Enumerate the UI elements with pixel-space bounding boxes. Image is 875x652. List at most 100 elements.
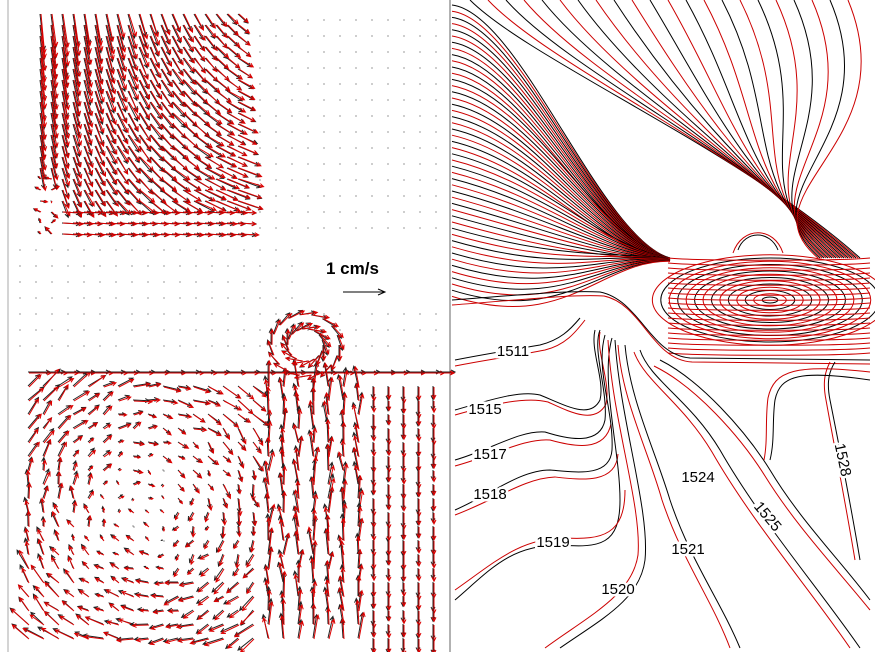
dot <box>403 345 404 346</box>
dot <box>307 67 308 68</box>
dot <box>83 313 84 314</box>
dot <box>435 19 436 20</box>
dot <box>307 163 308 164</box>
dot <box>403 115 404 116</box>
dot <box>339 99 340 100</box>
dot <box>83 265 84 266</box>
dot <box>307 83 308 84</box>
dot <box>371 51 372 52</box>
dot <box>275 249 276 250</box>
dot <box>259 19 260 20</box>
dot <box>275 211 276 212</box>
dot <box>323 19 324 20</box>
dot <box>291 297 292 298</box>
dot <box>403 329 404 330</box>
dot <box>323 179 324 180</box>
dot <box>355 227 356 228</box>
dot <box>291 83 292 84</box>
dot <box>387 35 388 36</box>
dot <box>131 329 132 330</box>
dot <box>419 195 420 196</box>
dot <box>291 115 292 116</box>
dot <box>275 115 276 116</box>
dot <box>162 469 163 470</box>
dot <box>211 249 212 250</box>
dot <box>275 51 276 52</box>
dot <box>371 99 372 100</box>
dot <box>435 211 436 212</box>
dot <box>227 249 228 250</box>
dot <box>307 131 308 132</box>
dot <box>179 249 180 250</box>
dot <box>211 329 212 330</box>
dot <box>259 131 260 132</box>
dot <box>19 329 20 330</box>
dot <box>403 179 404 180</box>
dot <box>99 297 100 298</box>
dot <box>163 540 164 541</box>
contour-label: 1521 <box>671 541 704 558</box>
dot <box>435 227 436 228</box>
dot <box>243 249 244 250</box>
dot <box>339 211 340 212</box>
dot <box>275 195 276 196</box>
dot <box>163 265 164 266</box>
dot <box>355 179 356 180</box>
contour-label: 1515 <box>468 401 501 418</box>
dot <box>211 265 212 266</box>
dot <box>259 249 260 250</box>
dot <box>83 297 84 298</box>
dot <box>403 313 404 314</box>
dot <box>339 19 340 20</box>
dot <box>435 179 436 180</box>
dot <box>419 227 420 228</box>
dot <box>35 345 36 346</box>
dot <box>291 179 292 180</box>
dot <box>115 265 116 266</box>
dot <box>83 345 84 346</box>
dot <box>355 147 356 148</box>
dot <box>371 313 372 314</box>
dot <box>339 35 340 36</box>
dot <box>51 297 52 298</box>
page: 1 cm/s 1511 1515 1517 1518 1519 1520 152… <box>0 0 875 652</box>
dot <box>323 163 324 164</box>
dot <box>115 281 116 282</box>
contour-label: 1524 <box>681 469 714 486</box>
dot <box>163 249 164 250</box>
dot <box>259 147 260 148</box>
dot <box>227 313 228 314</box>
dot <box>259 51 260 52</box>
dot <box>259 313 260 314</box>
dot <box>323 211 324 212</box>
dot <box>403 19 404 20</box>
dot <box>291 35 292 36</box>
dot <box>19 265 20 266</box>
dot <box>35 281 36 282</box>
dot <box>291 67 292 68</box>
dot <box>339 179 340 180</box>
dot <box>275 147 276 148</box>
dot <box>259 179 260 180</box>
dot <box>323 83 324 84</box>
dot <box>403 163 404 164</box>
dot <box>339 115 340 116</box>
dot <box>19 249 20 250</box>
dot <box>259 329 260 330</box>
dot <box>147 329 148 330</box>
dot <box>147 297 148 298</box>
dot <box>67 297 68 298</box>
dot <box>371 83 372 84</box>
dot <box>243 345 244 346</box>
dot <box>259 345 260 346</box>
dot <box>355 35 356 36</box>
dot <box>275 35 276 36</box>
dot <box>355 67 356 68</box>
dot <box>435 163 436 164</box>
dot <box>275 19 276 20</box>
dot <box>131 281 132 282</box>
dot <box>99 329 100 330</box>
dot <box>323 67 324 68</box>
dot <box>291 345 292 346</box>
dot <box>307 195 308 196</box>
